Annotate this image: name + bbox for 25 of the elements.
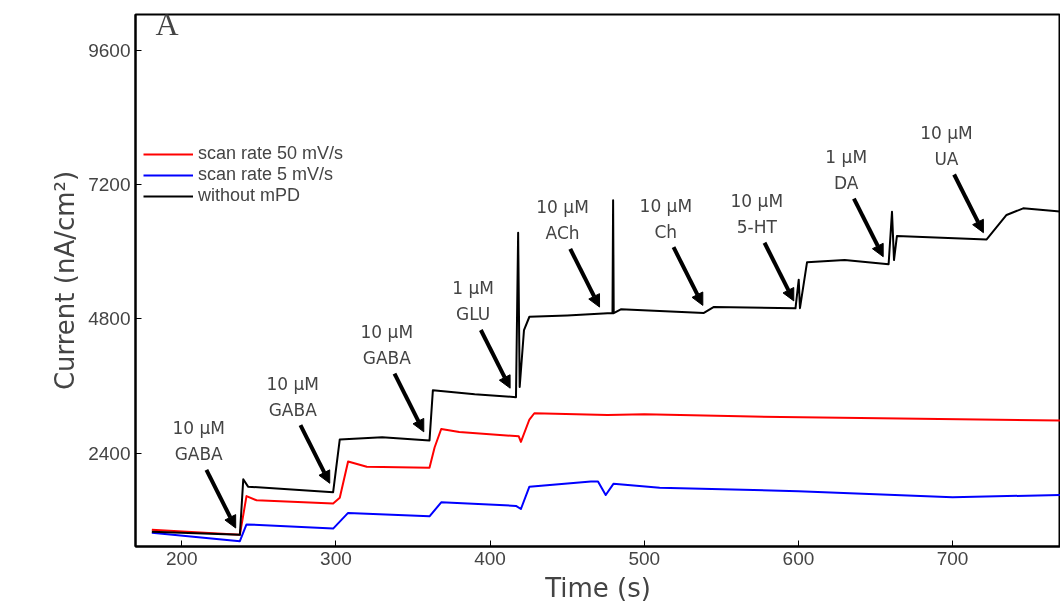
annotation: 10 µM UA xyxy=(920,122,973,169)
x-tick-label: 400 xyxy=(474,547,506,569)
x-tick-label: 300 xyxy=(320,547,352,569)
annotation: 1 µM GLU xyxy=(452,278,494,325)
annotation: 10 µM Ch xyxy=(639,195,693,242)
y-tick-label: 2400 xyxy=(88,442,131,464)
annotation: 1 µM DA xyxy=(825,146,868,193)
y-axis-title: Current (nA/cm²) xyxy=(50,170,81,391)
x-tick-label: 200 xyxy=(165,547,198,569)
y-tick-label: 9600 xyxy=(88,39,131,61)
x-tick-label: 600 xyxy=(782,547,815,569)
x-tick-label: 500 xyxy=(628,547,661,569)
y-tick-label: 4800 xyxy=(88,308,131,330)
annotation: 10 µM ACh xyxy=(536,197,589,244)
annotation: 10 µM GABA xyxy=(266,373,320,420)
legend-label: scan rate 5 mV/s xyxy=(198,164,334,185)
annotation: 10 µM 5-HT xyxy=(730,191,784,238)
legend-label: without mPD xyxy=(198,185,301,206)
x-axis-title: Time (s) xyxy=(544,572,651,603)
annotation: 10 µM GABA xyxy=(360,322,414,369)
legend-label: scan rate 50 mV/s xyxy=(198,143,344,164)
line-series xyxy=(150,480,1060,543)
x-tick-label: 700 xyxy=(936,547,969,569)
y-tick-label: 7200 xyxy=(88,174,131,196)
annotation: 10 µM GABA xyxy=(172,418,225,465)
